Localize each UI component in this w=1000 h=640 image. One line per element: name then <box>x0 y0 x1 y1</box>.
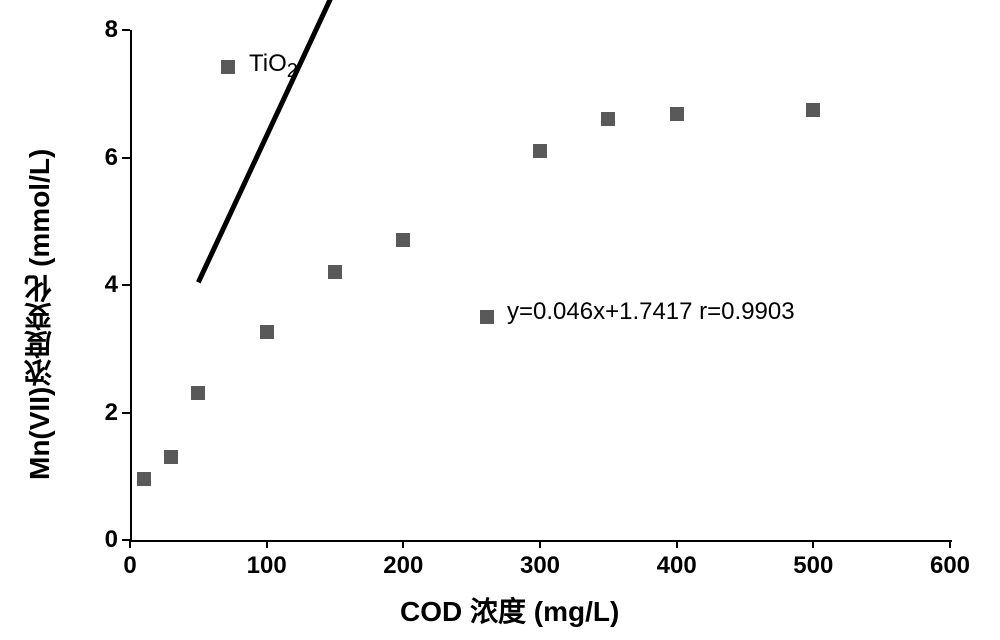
x-tick-label: 0 <box>123 552 136 580</box>
chart-container: 010020030040050060002468 TiO2 y=0.046x+1… <box>0 0 1000 640</box>
x-tick-label: 300 <box>520 552 560 580</box>
y-tick-label: 8 <box>90 16 118 44</box>
y-tick-label: 2 <box>90 399 118 427</box>
x-tick-label: 200 <box>383 552 423 580</box>
x-tick <box>539 540 541 548</box>
regression-line <box>0 0 1000 640</box>
y-tick <box>122 539 130 541</box>
x-tick <box>949 540 951 548</box>
legend-marker <box>221 60 235 74</box>
x-axis-label: COD 浓度 (mg/L) <box>400 590 619 630</box>
data-point <box>191 386 205 400</box>
x-tick <box>402 540 404 548</box>
x-tick <box>676 540 678 548</box>
data-point <box>260 325 274 339</box>
y-axis-label: Mn(VII)浓度变化 (mmol/L) <box>20 80 60 480</box>
regression-line-segment <box>198 0 540 282</box>
legend-label: TiO <box>249 50 287 77</box>
x-tick <box>266 540 268 548</box>
data-point <box>806 103 820 117</box>
data-point <box>601 112 615 126</box>
x-tick-label: 600 <box>930 552 970 580</box>
y-tick-label: 6 <box>90 144 118 172</box>
x-tick-label: 500 <box>793 552 833 580</box>
x-tick <box>129 540 131 548</box>
equation-marker <box>480 310 494 324</box>
y-tick <box>122 29 130 31</box>
y-tick-label: 0 <box>90 526 118 554</box>
data-point <box>396 233 410 247</box>
equation-text: y=0.046x+1.7417 r=0.9903 <box>507 298 795 326</box>
data-point <box>164 450 178 464</box>
data-point <box>533 144 547 158</box>
legend-sub: 2 <box>287 60 298 82</box>
legend-text: TiO2 <box>249 50 298 83</box>
x-tick-label: 400 <box>657 552 697 580</box>
y-tick-label: 4 <box>90 271 118 299</box>
y-tick <box>122 284 130 286</box>
data-point <box>137 472 151 486</box>
x-tick <box>812 540 814 548</box>
data-point <box>670 107 684 121</box>
x-tick-label: 100 <box>247 552 287 580</box>
y-tick <box>122 412 130 414</box>
data-point <box>328 265 342 279</box>
y-tick <box>122 157 130 159</box>
